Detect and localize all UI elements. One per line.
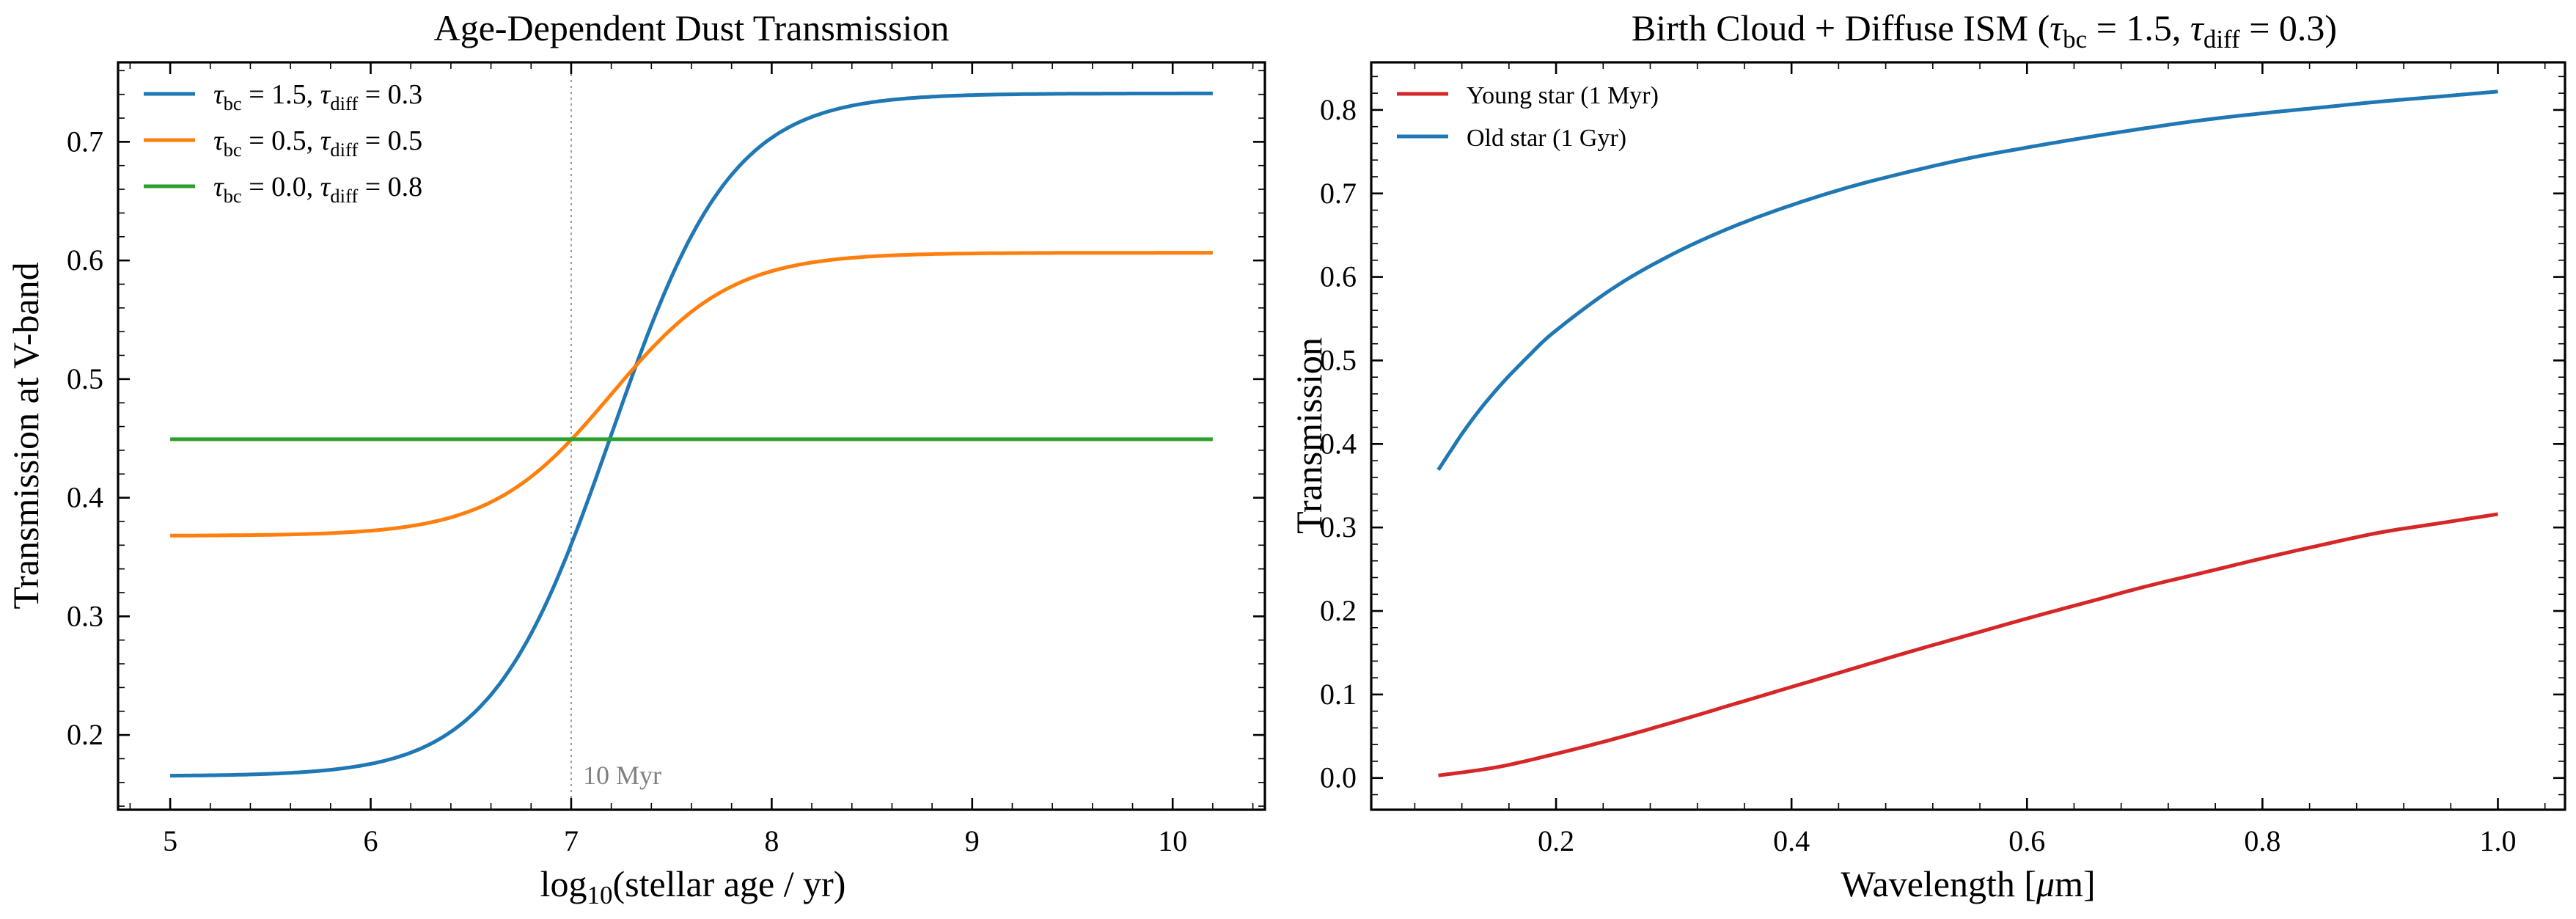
right-xtick-label: 0.8 [2244, 824, 2280, 857]
left-ytick-label: 0.4 [67, 481, 103, 514]
left-chart-ticks: 5 6 7 8 9 10 0.2 0.3 0.4 0.5 0.6 0.7 [67, 62, 1265, 857]
right-xtick-label: 0.6 [2008, 824, 2045, 857]
left-chart-xlabel: log10(stellar age / yr) [540, 863, 846, 909]
right-series-line-1 [1438, 512, 2498, 777]
right-xtick-label: 0.4 [1773, 824, 1810, 857]
left-chart-plot-area: 10 Myr [170, 62, 1213, 810]
right-ytick-label: 0.4 [1320, 427, 1357, 460]
right-legend-label-1: Young star (1 Myr) [1467, 82, 1659, 109]
left-legend-label-2: τbc = 0.5, τdiff = 0.5 [213, 125, 422, 161]
left-ytick-label: 0.6 [67, 244, 103, 277]
right-chart-frame [1370, 61, 2566, 811]
left-xtick-label: 6 [364, 824, 378, 857]
left-ytick-label: 0.5 [67, 362, 103, 395]
right-chart-panel: Birth Cloud + Diffuse ISM (τbc = 1.5, τd… [1288, 7, 2566, 904]
right-ytick-label: 0.6 [1320, 260, 1357, 293]
left-series-line-2 [170, 251, 1213, 538]
right-chart-ticks: 0.2 0.4 0.6 0.8 1.0 0.0 0.1 0.2 0.3 0.4 0.5 0.6 0.7 0… [1320, 62, 2565, 857]
left-chart-title: Age-Dependent Dust Transmission [434, 7, 950, 48]
left-series-line-1 [170, 91, 1213, 778]
left-xtick-label: 5 [163, 824, 177, 857]
right-ytick-label: 0.5 [1320, 343, 1357, 376]
right-ytick-label: 0.0 [1320, 761, 1357, 794]
left-ytick-label: 0.3 [67, 599, 103, 632]
left-vline-label: 10 Myr [583, 761, 661, 790]
right-ytick-label: 0.7 [1320, 177, 1357, 210]
left-chart-ylabel: Transmission at V-band [5, 262, 46, 609]
left-chart-panel: Age-Dependent Dust Transmission 10 Myr 5… [5, 7, 1266, 909]
right-chart-xlabel: Wavelength [μm] [1841, 863, 2095, 904]
right-ytick-label: 0.2 [1320, 594, 1357, 627]
right-ytick-label: 0.1 [1320, 678, 1357, 711]
left-legend-label-3: τbc = 0.0, τdiff = 0.8 [213, 172, 422, 207]
left-chart-legend: τbc = 1.5, τdiff = 0.3 τbc = 0.5, τdiff =… [144, 79, 422, 207]
left-xtick-label: 8 [764, 824, 779, 857]
left-ytick-label: 0.2 [67, 718, 103, 751]
right-chart-legend: Young star (1 Myr) Old star (1 Gyr) [1397, 82, 1659, 152]
right-chart-title: Birth Cloud + Diffuse ISM (τbc = 1.5, τd… [1632, 7, 2337, 54]
right-xtick-label: 0.2 [1538, 824, 1574, 857]
left-legend-label-1: τbc = 1.5, τdiff = 0.3 [213, 79, 422, 114]
right-chart-plot-area [1436, 89, 2498, 777]
right-xtick-label: 1.0 [2479, 824, 2516, 857]
right-ytick-label: 0.8 [1320, 93, 1357, 126]
left-xtick-label: 7 [564, 824, 579, 857]
left-ytick-label: 0.7 [67, 125, 103, 158]
right-ytick-label: 0.3 [1320, 510, 1357, 543]
left-xtick-label: 9 [965, 824, 980, 857]
left-xtick-label: 10 [1158, 824, 1187, 857]
right-chart-ylabel: Transmission [1288, 337, 1329, 534]
right-series-line-2 [1436, 89, 2498, 471]
right-legend-label-2: Old star (1 Gyr) [1467, 125, 1626, 152]
